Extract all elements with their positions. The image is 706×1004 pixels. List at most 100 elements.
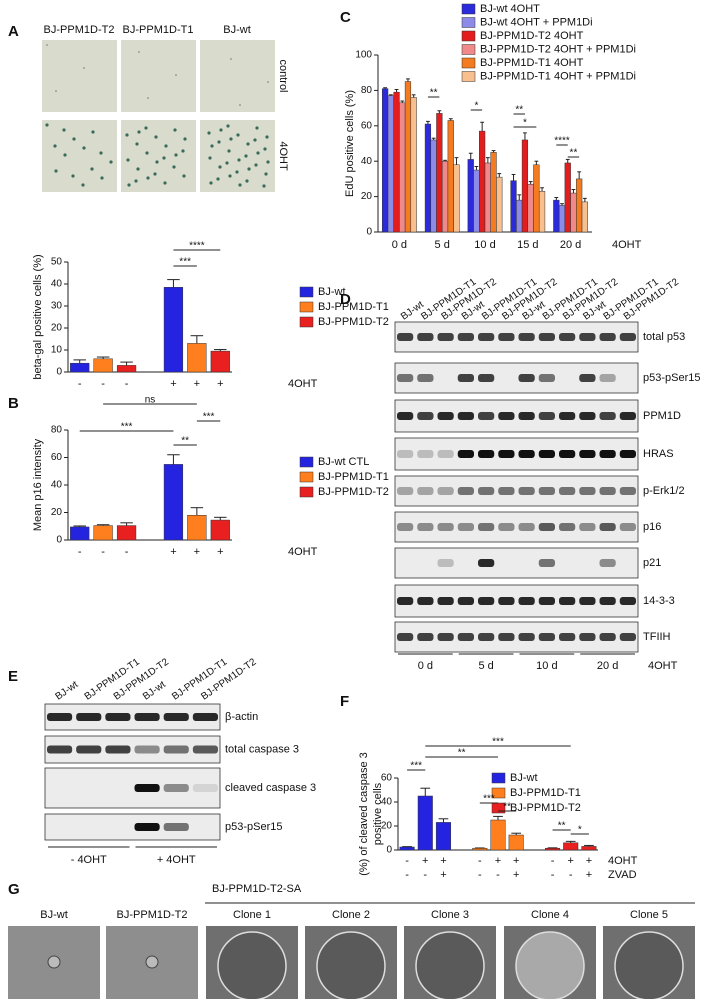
blot-band xyxy=(498,412,515,420)
significance-label: ** xyxy=(558,821,566,832)
blot-band xyxy=(579,450,596,458)
stain-dot xyxy=(207,131,211,135)
blot-band xyxy=(579,523,596,531)
legend-label: BJ-PPM1D-T1 4OHT + PPM1Di xyxy=(480,70,636,82)
blot-band xyxy=(192,745,218,754)
y-tick-label: 0 xyxy=(56,367,62,378)
blot-band xyxy=(498,487,515,495)
blot-row-label: p16 xyxy=(643,521,661,533)
x-row-sign: - xyxy=(423,869,427,881)
blot-row-label: TFIIH xyxy=(643,631,671,643)
blot-band xyxy=(457,412,474,420)
blot-band xyxy=(192,713,218,721)
blot-band xyxy=(417,412,434,420)
x-axis-label: 4OHT xyxy=(288,378,318,390)
stain-dot xyxy=(109,160,113,164)
stain-dot xyxy=(71,174,75,178)
blot-band xyxy=(518,374,535,382)
blot-band xyxy=(538,374,555,382)
blot-row-label: p21 xyxy=(643,557,661,569)
blot-band xyxy=(599,412,616,420)
lane-label: BJ-wt xyxy=(54,679,81,702)
legend-label: BJ-PPM1D-T2 xyxy=(318,316,389,328)
stain-dot xyxy=(162,156,166,160)
blot-row-label: HRAS xyxy=(643,448,674,460)
image-label: BJ-wt xyxy=(40,909,68,921)
blot-strip xyxy=(394,584,639,618)
blot-band xyxy=(397,633,414,641)
bar xyxy=(447,120,454,233)
blot-band xyxy=(498,633,515,641)
legend-swatch xyxy=(461,71,476,82)
stain-dot xyxy=(227,149,231,153)
y-tick-label: 20 xyxy=(381,821,393,832)
stain-dot xyxy=(210,144,214,148)
bar xyxy=(545,847,561,851)
stain-dot xyxy=(218,165,222,169)
y-axis-label: positive cells xyxy=(372,782,384,845)
timepoint-label: 0 d xyxy=(418,660,433,672)
x-row-sign: + xyxy=(422,855,428,867)
bar xyxy=(472,847,488,851)
blot-band xyxy=(498,597,515,605)
blot-strip xyxy=(44,767,221,809)
bar xyxy=(558,205,566,233)
x-row-sign: + xyxy=(495,855,501,867)
panel-letter: A xyxy=(8,23,19,40)
image-label: BJ-PPM1D-T2 xyxy=(117,909,188,921)
timepoint-label: 5 d xyxy=(478,660,493,672)
x-row-sign: + xyxy=(513,855,519,867)
stain-dot xyxy=(138,51,140,53)
stain-dot xyxy=(53,144,57,148)
stain-dot xyxy=(236,133,240,137)
stain-dot xyxy=(72,137,76,141)
image-column-label: BJ-wt xyxy=(223,24,251,36)
y-tick-label: 60 xyxy=(361,120,373,131)
blot-band xyxy=(538,412,555,420)
blot-band xyxy=(559,412,576,420)
blot-band xyxy=(105,745,131,754)
blot-row-label: total caspase 3 xyxy=(225,743,299,755)
blot-band xyxy=(437,333,454,341)
x-tick-label: + xyxy=(170,378,176,390)
significance-label: ns xyxy=(145,395,156,406)
bar xyxy=(410,97,417,233)
legend-label: BJ-PPM1D-T1 xyxy=(318,301,389,313)
stain-dot xyxy=(266,160,270,164)
y-tick-label: 20 xyxy=(51,507,63,518)
x-row-sign: + xyxy=(568,855,574,867)
significance-label: ** xyxy=(570,148,578,159)
bar xyxy=(479,130,486,233)
blot-band xyxy=(538,597,555,605)
stain-dot xyxy=(154,135,158,139)
stain-dot xyxy=(265,135,269,139)
stain-dot xyxy=(209,181,213,185)
stain-dot xyxy=(226,124,230,128)
blot-band xyxy=(417,523,434,531)
micrograph xyxy=(42,120,117,192)
legend-swatch xyxy=(299,456,314,468)
blot-band xyxy=(619,450,636,458)
blot-band xyxy=(478,523,495,531)
bar xyxy=(70,362,90,373)
stain-dot xyxy=(126,158,130,162)
stain-dot xyxy=(263,147,267,151)
bar xyxy=(467,159,474,233)
bar xyxy=(581,201,588,233)
bar xyxy=(436,113,443,233)
blot-band xyxy=(619,333,636,341)
colony xyxy=(415,931,485,1001)
stain-dot xyxy=(174,153,178,157)
group-label: BJ-PPM1D-T2-SA xyxy=(212,883,302,895)
blot-strip xyxy=(394,437,639,471)
blot-band xyxy=(579,374,596,382)
blot-band xyxy=(619,487,636,495)
timepoint-label: 10 d xyxy=(536,660,557,672)
blot-band xyxy=(457,450,474,458)
stain-dot xyxy=(163,181,167,185)
bar xyxy=(187,343,207,373)
blot-band xyxy=(518,633,535,641)
bar xyxy=(116,365,137,373)
bar xyxy=(70,526,90,541)
